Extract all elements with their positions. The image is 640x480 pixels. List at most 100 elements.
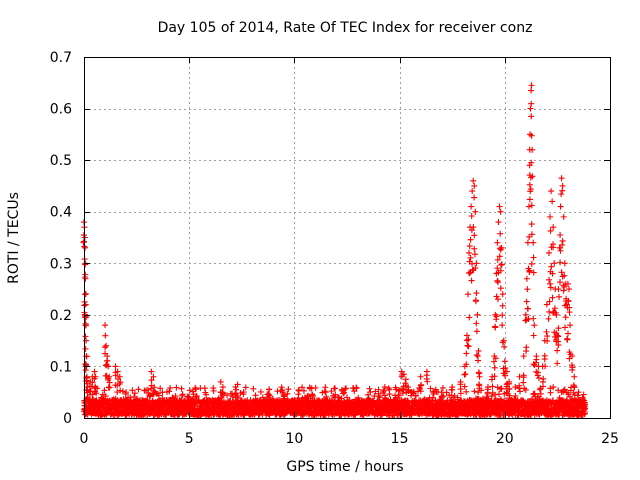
data-point [529, 173, 536, 180]
baseline-point [192, 384, 199, 391]
data-point [463, 361, 470, 368]
baseline-point [366, 385, 373, 392]
data-point [523, 275, 530, 282]
data-point [530, 239, 537, 246]
data-point [491, 364, 498, 371]
data-point [219, 390, 226, 397]
data-point [528, 100, 535, 107]
data-point [501, 358, 508, 365]
data-point [561, 283, 568, 290]
data-point [466, 314, 473, 321]
baseline-point [299, 384, 306, 391]
data-point [551, 305, 558, 312]
data-point [473, 290, 480, 297]
data-point [423, 375, 430, 382]
data-point [529, 146, 536, 153]
data-point [524, 239, 531, 246]
data-point [528, 202, 535, 209]
data-point [528, 231, 535, 238]
data-point [528, 87, 535, 94]
data-point [528, 221, 535, 228]
baseline-point [135, 386, 142, 393]
data-point [533, 356, 540, 363]
data-point [558, 191, 565, 198]
data-point [280, 396, 287, 403]
data-point [558, 269, 565, 276]
baseline-point [186, 387, 193, 394]
data-point [527, 105, 534, 112]
data-point [512, 384, 519, 391]
data-point [468, 277, 475, 284]
data-point [471, 232, 478, 239]
data-point [567, 322, 574, 329]
data-point [571, 373, 578, 380]
data-point [522, 311, 529, 318]
baseline-point [353, 385, 360, 392]
data-point [105, 363, 112, 370]
data-point [550, 224, 557, 231]
data-point [494, 277, 501, 284]
data-point [559, 237, 566, 244]
data-point [569, 353, 576, 360]
data-point [106, 384, 113, 391]
data-point [528, 113, 535, 120]
baseline-point [131, 390, 138, 397]
data-point [150, 373, 157, 380]
baseline-point [242, 384, 249, 391]
data-point [517, 388, 524, 395]
baseline-point [101, 387, 108, 394]
y-tick-label: 0.3 [50, 256, 72, 272]
baseline-point [102, 393, 109, 400]
data-point [381, 384, 388, 391]
data-point [472, 265, 479, 272]
data-point [82, 244, 89, 251]
data-point [461, 371, 468, 378]
data-point [402, 376, 409, 383]
x-tick-label: 15 [391, 431, 409, 447]
data-point [82, 333, 89, 340]
y-axis-label: ROTI / TECUs [6, 192, 22, 284]
data-point [546, 276, 553, 283]
data-point [581, 403, 588, 410]
baseline-point [129, 387, 136, 394]
baseline-point [309, 391, 316, 398]
data-point [543, 301, 550, 308]
data-point [500, 337, 507, 344]
data-point [468, 227, 475, 234]
baseline-point [439, 384, 446, 391]
baseline-point [555, 387, 562, 394]
data-point [548, 188, 555, 195]
baseline-point [203, 391, 210, 398]
data-point [82, 291, 89, 298]
data-point [266, 386, 273, 393]
data-point [494, 265, 501, 272]
data-point [499, 291, 506, 298]
data-point [114, 368, 121, 375]
baseline-point [340, 390, 347, 397]
data-point [546, 298, 553, 305]
data-point [429, 394, 436, 401]
data-point [473, 352, 480, 359]
data-point [473, 260, 480, 267]
data-point [557, 247, 564, 254]
data-point [524, 286, 531, 293]
data-point [375, 390, 382, 397]
data-point [234, 394, 241, 401]
data-point [550, 241, 557, 248]
data-point [473, 320, 480, 327]
baseline-point [224, 392, 231, 399]
baseline-point [560, 387, 567, 394]
data-point [558, 175, 565, 182]
data-point [475, 347, 482, 354]
data-point [534, 369, 541, 376]
data-point [545, 315, 552, 322]
data-point [523, 344, 530, 351]
data-point [575, 389, 582, 396]
baseline-point [341, 389, 348, 396]
baseline-point [300, 387, 307, 394]
baseline-point [195, 397, 202, 404]
baseline-point [192, 394, 199, 401]
x-tick-label: 5 [185, 431, 194, 447]
data-point [473, 328, 480, 335]
data-point [557, 203, 564, 210]
